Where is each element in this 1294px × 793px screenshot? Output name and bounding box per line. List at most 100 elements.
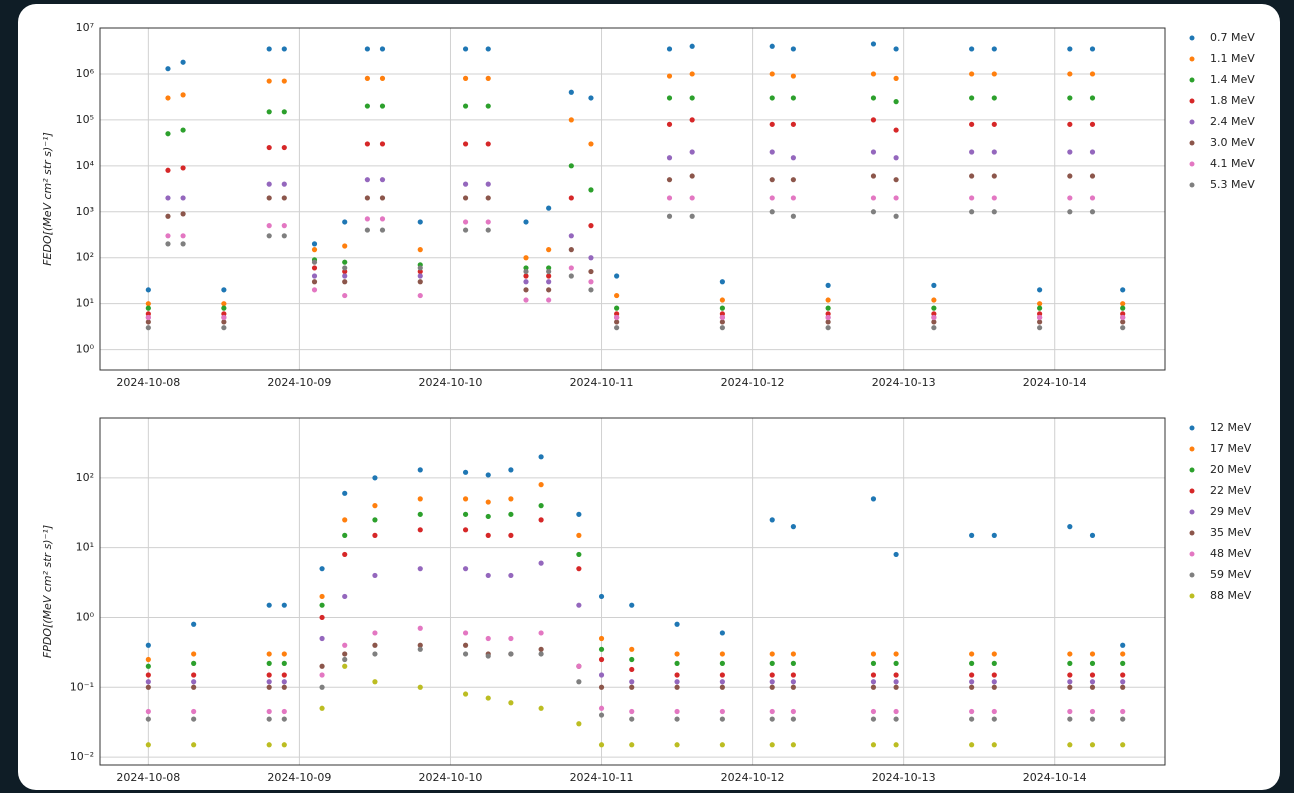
data-point: [319, 706, 324, 711]
data-point: [463, 76, 468, 81]
data-point: [523, 273, 528, 278]
data-point: [894, 76, 899, 81]
data-point: [282, 109, 287, 114]
data-point: [342, 517, 347, 522]
data-point: [191, 685, 196, 690]
data-point: [282, 672, 287, 677]
data-point: [871, 41, 876, 46]
data-point: [380, 227, 385, 232]
legend-marker: [1190, 57, 1195, 62]
x-tick-label: 2024-10-08: [116, 771, 180, 784]
data-point: [1037, 287, 1042, 292]
data-point: [992, 71, 997, 76]
data-point: [1120, 685, 1125, 690]
data-point: [523, 297, 528, 302]
data-point: [1120, 287, 1125, 292]
data-point: [770, 672, 775, 677]
data-point: [826, 283, 831, 288]
data-point: [463, 46, 468, 51]
x-tick-label: 2024-10-11: [570, 771, 634, 784]
plot-frame: [100, 28, 1165, 370]
data-point: [319, 636, 324, 641]
data-point: [372, 517, 377, 522]
data-point: [826, 297, 831, 302]
data-point: [508, 573, 513, 578]
data-point: [1067, 742, 1072, 747]
data-point: [674, 716, 679, 721]
data-point: [969, 71, 974, 76]
data-point: [1120, 679, 1125, 684]
data-point: [342, 594, 347, 599]
legend-label: 5.3 MeV: [1210, 178, 1255, 191]
data-point: [871, 117, 876, 122]
data-point: [569, 233, 574, 238]
data-point: [969, 173, 974, 178]
data-point: [180, 195, 185, 200]
legend-label: 22 MeV: [1210, 484, 1252, 497]
data-point: [614, 273, 619, 278]
data-point: [539, 517, 544, 522]
data-point: [372, 630, 377, 635]
data-point: [1090, 679, 1095, 684]
data-point: [282, 651, 287, 656]
series: [146, 664, 1126, 748]
data-point: [282, 182, 287, 187]
data-point: [312, 273, 317, 278]
data-point: [418, 685, 423, 690]
data-point: [372, 679, 377, 684]
data-point: [720, 685, 725, 690]
data-point: [180, 127, 185, 132]
data-point: [791, 685, 796, 690]
data-point: [146, 306, 151, 311]
data-point: [770, 679, 775, 684]
data-point: [969, 195, 974, 200]
data-point: [546, 297, 551, 302]
data-point: [667, 177, 672, 182]
data-point: [267, 603, 272, 608]
data-point: [486, 141, 491, 146]
figure: 10⁰10¹10²10³10⁴10⁵10⁶10⁷2024-10-082024-1…: [0, 0, 1294, 793]
data-point: [319, 566, 324, 571]
data-point: [588, 141, 593, 146]
data-point: [463, 566, 468, 571]
data-point: [992, 95, 997, 100]
data-point: [267, 46, 272, 51]
data-point: [588, 95, 593, 100]
legend-marker: [1190, 531, 1195, 536]
data-point: [599, 706, 604, 711]
data-point: [146, 664, 151, 669]
data-point: [569, 273, 574, 278]
data-point: [871, 716, 876, 721]
data-point: [992, 685, 997, 690]
data-point: [508, 467, 513, 472]
data-point: [463, 630, 468, 635]
data-point: [267, 661, 272, 666]
data-point: [720, 325, 725, 330]
y-tick-label: 10⁵: [76, 113, 94, 126]
data-point: [319, 603, 324, 608]
data-point: [267, 651, 272, 656]
data-point: [720, 279, 725, 284]
legend-label: 12 MeV: [1210, 421, 1252, 434]
data-point: [1067, 672, 1072, 677]
data-point: [319, 672, 324, 677]
data-point: [221, 301, 226, 306]
data-point: [992, 173, 997, 178]
data-point: [1120, 325, 1125, 330]
legend-marker: [1190, 594, 1195, 599]
data-point: [588, 269, 593, 274]
data-point: [342, 552, 347, 557]
data-point: [674, 622, 679, 627]
legend-label: 0.7 MeV: [1210, 31, 1255, 44]
data-point: [418, 527, 423, 532]
data-point: [267, 223, 272, 228]
data-point: [992, 209, 997, 214]
data-point: [894, 709, 899, 714]
data-point: [690, 117, 695, 122]
data-point: [539, 630, 544, 635]
data-point: [1120, 661, 1125, 666]
data-point: [614, 319, 619, 324]
series: [146, 173, 1126, 324]
data-point: [576, 679, 581, 684]
data-point: [588, 187, 593, 192]
